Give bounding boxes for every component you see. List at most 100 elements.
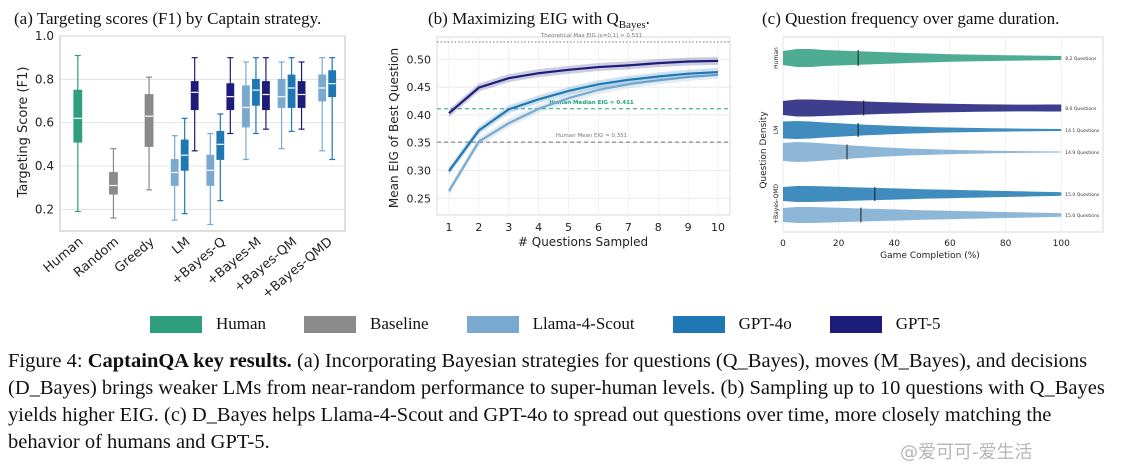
- panel-b-x-tick: 7: [625, 221, 632, 234]
- legend-label: GPT-4o: [738, 314, 792, 333]
- panel-b-x-tick: 5: [565, 221, 572, 234]
- panel-a-box-body: [109, 172, 118, 195]
- panel-a-box: [262, 57, 270, 130]
- legend-label: GPT-5: [895, 314, 941, 333]
- panel-b-y-tick: 0.50: [407, 53, 432, 66]
- panel-c-x-tick: 60: [944, 239, 956, 249]
- legend-item: GPT-4o: [672, 314, 792, 334]
- panel-c-violin-plot: (c) Question frequency over game duratio…: [759, 9, 1104, 261]
- panel-b-confidence-band: [448, 70, 719, 196]
- panel-b-y-label: Mean EIG of Best Question: [387, 48, 401, 208]
- panel-a-box-body: [287, 74, 296, 108]
- panel-a-x-tick: LM: [169, 235, 193, 258]
- panel-a-title: (a) Targeting scores (F1) by Captain str…: [14, 9, 321, 28]
- panel-c-violin: [783, 186, 1062, 202]
- panel-a-box-plot: (a) Targeting scores (F1) by Captain str…: [14, 9, 346, 302]
- legend-swatch: [829, 315, 882, 333]
- panel-b-reference-label: Theoretical Max EIG (ε=0.1) ≈ 0.531: [540, 33, 642, 39]
- legend-swatch: [672, 315, 725, 333]
- legend-swatch: [304, 315, 357, 333]
- legend-item: Llama-4-Scout: [466, 314, 635, 334]
- panel-b-x-tick: 2: [475, 221, 482, 234]
- panel-a-box: [242, 61, 250, 161]
- panel-a-box: [144, 76, 154, 191]
- panel-b-x-tick: 1: [445, 221, 452, 234]
- panel-c-violin-label: 8.2 Questions: [1065, 56, 1097, 62]
- panel-c-violin: [783, 49, 1062, 67]
- panel-c-x-tick: 80: [1000, 239, 1012, 249]
- panel-c-violin: [783, 99, 1062, 117]
- panel-a-plot-area: [59, 35, 346, 232]
- panel-a-box: [277, 61, 286, 150]
- panel-b-x-tick: 3: [505, 221, 512, 234]
- panel-c-violin-label: 15.0 Questions: [1065, 192, 1100, 198]
- panel-c-title: (c) Question frequency over game duratio…: [762, 9, 1059, 28]
- panel-c-violin-label: 14.9 Questions: [1065, 150, 1100, 156]
- panel-a-box-body: [73, 89, 83, 143]
- panel-c-x-tick: 0: [780, 239, 786, 249]
- panel-a-box: [109, 148, 118, 219]
- panel-b-x-tick: 9: [685, 221, 692, 234]
- caption-text: (a) Incorporating Bayesian strategies fo…: [8, 350, 1105, 453]
- panel-b-title: (b) Maximizing EIG with QBayes.: [428, 9, 650, 31]
- panel-b-x-tick: 4: [535, 221, 542, 234]
- panel-a-box: [328, 57, 337, 161]
- panel-b-y-tick: 0.40: [407, 109, 432, 122]
- panel-c-group-label: LM: [773, 126, 780, 135]
- caption-label: Figure 4:: [8, 350, 88, 372]
- legend-label: Baseline: [370, 314, 429, 333]
- panel-b-line-chart: (b) Maximizing EIG with QBayes. Theoreti…: [387, 9, 731, 249]
- panel-b-series-line: [448, 70, 719, 172]
- panel-a-box: [180, 117, 189, 215]
- panel-a-y-tick: 0.8: [35, 72, 54, 86]
- panel-a-box-body: [262, 81, 270, 111]
- panel-c-x-tick: 40: [889, 239, 901, 249]
- panel-c-violin: [783, 142, 1062, 162]
- panel-a-box-body: [144, 94, 154, 147]
- panel-c-group-label: +Bayes-QMD: [773, 184, 780, 224]
- panel-a-box: [318, 57, 327, 152]
- panel-a-box-body: [277, 78, 286, 108]
- panel-b-series-line: [448, 59, 719, 115]
- panel-a-box: [252, 57, 260, 135]
- panel-a-box-body: [252, 78, 260, 106]
- panel-c-x-label: Game Completion (%): [880, 251, 980, 261]
- panel-a-box: [206, 132, 215, 226]
- panel-a-y-tick: 0.6: [35, 116, 54, 130]
- legend-label: Llama-4-Scout: [532, 314, 635, 333]
- panel-a-box: [73, 54, 83, 213]
- legend-swatch: [150, 315, 202, 333]
- panel-a-box-body: [242, 85, 250, 128]
- panel-c-violin-label: 15.0 Questions: [1065, 213, 1100, 219]
- panel-c-violin-label: 8.0 Questions: [1065, 106, 1097, 112]
- panel-a-box: [226, 57, 235, 135]
- legend-item: Baseline: [304, 314, 429, 334]
- panel-c-violin: [783, 207, 1062, 223]
- panel-b-confidence-band: [448, 68, 719, 176]
- panel-b-reference-label: Human Mean EIG ≈ 0.351: [556, 133, 628, 139]
- panel-c-violin: [783, 121, 1062, 139]
- panel-a-box: [287, 57, 296, 132]
- caption-bold: CaptainQA key results.: [87, 350, 292, 372]
- panel-c-y-label: Question Density: [759, 111, 769, 189]
- figure-caption: Figure 4: CaptainQA key results. (a) Inc…: [8, 348, 1120, 456]
- panel-a-y-label: Targeting Score (F1): [16, 67, 31, 199]
- panel-a-box-body: [190, 81, 199, 111]
- watermark: @爱可可-爱生活: [900, 442, 1033, 463]
- panel-c-group-label: Human: [773, 47, 780, 69]
- panel-b-x-label: # Questions Sampled: [518, 235, 648, 249]
- panel-b-series-line: [448, 73, 719, 192]
- panel-b-reference-label: Human Median EIG ≈ 0.411: [549, 100, 634, 106]
- panel-a-x-tick: Greedy: [112, 234, 158, 276]
- legend-label: Human: [216, 314, 267, 333]
- panel-a-box: [216, 113, 225, 202]
- panel-b-y-tick: 0.30: [407, 165, 432, 178]
- panel-a-y-tick: 1.0: [35, 29, 54, 43]
- panel-b-x-tick: 8: [655, 221, 662, 234]
- panel-b-x-tick: 10: [711, 221, 725, 234]
- panel-b-y-tick: 0.25: [407, 192, 432, 205]
- panel-a-box: [190, 57, 199, 152]
- panel-b-y-tick: 0.35: [407, 137, 432, 150]
- panel-b-x-tick: 6: [595, 221, 602, 234]
- legend: Human Baseline Llama-4-Scout GPT-4o GPT-5: [150, 312, 1030, 336]
